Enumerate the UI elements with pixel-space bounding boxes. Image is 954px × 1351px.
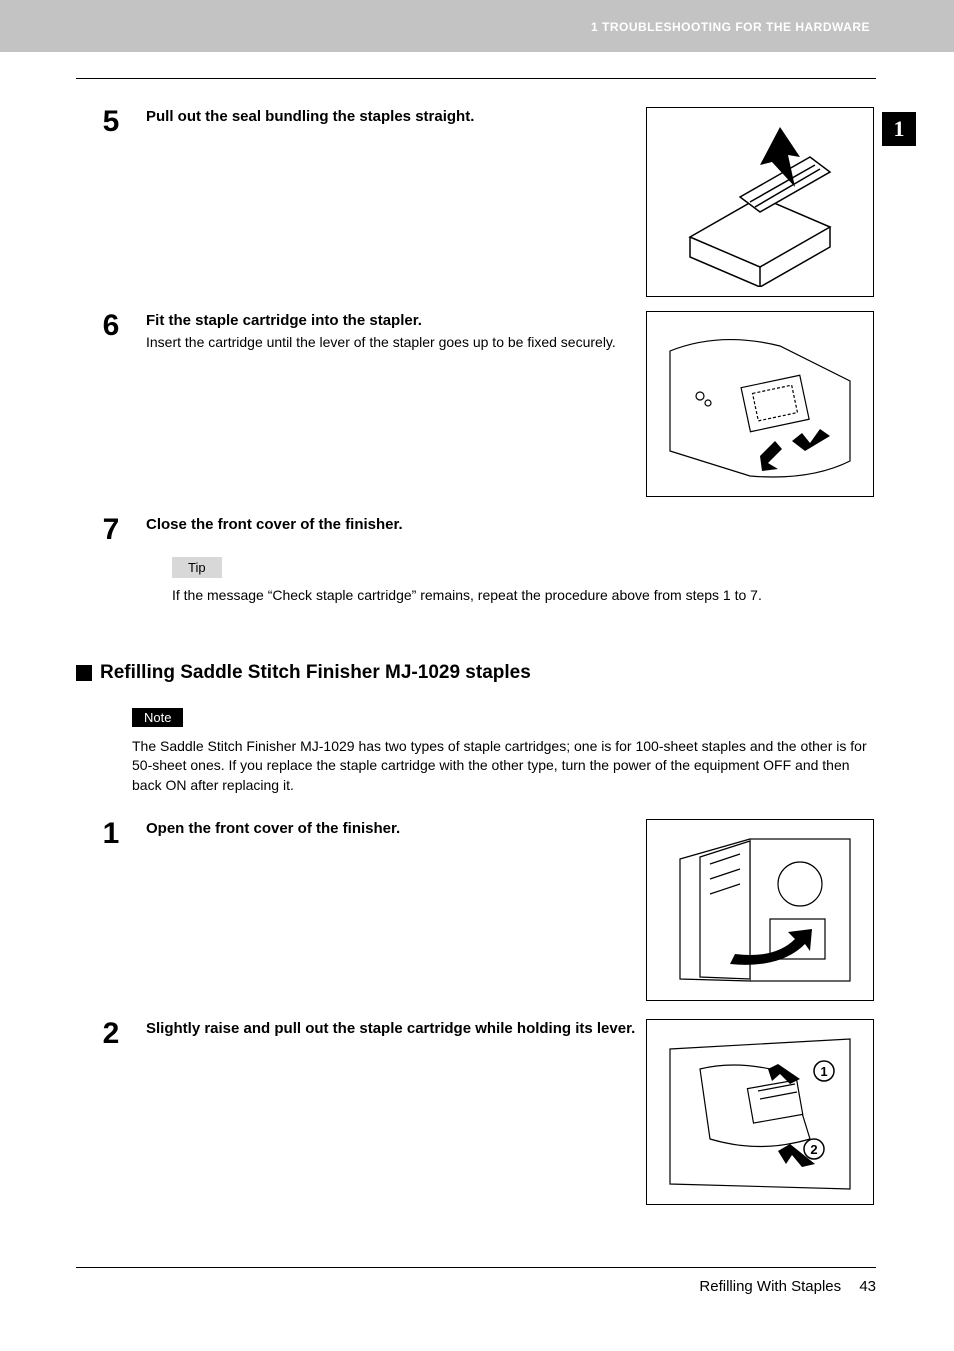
step-title: Slightly raise and pull out the staple c… — [146, 1019, 636, 1039]
top-rule — [76, 78, 876, 79]
chapter-tab: 1 — [882, 112, 916, 146]
content-area: 5 Pull out the seal bundling the staples… — [76, 78, 876, 1217]
tip-text: If the message “Check staple cartridge” … — [172, 586, 876, 606]
step-row: 2 Slightly raise and pull out the staple… — [76, 1019, 876, 1205]
svg-text:2: 2 — [810, 1142, 817, 1157]
figure-box: 1 2 — [646, 1019, 874, 1205]
footer-section-title: Refilling With Staples — [699, 1278, 841, 1295]
step-row: 7 Close the front cover of the finisher. — [76, 515, 876, 545]
figure-box — [646, 311, 874, 497]
figure-box — [646, 819, 874, 1001]
page-footer: Refilling With Staples 43 — [76, 1267, 876, 1295]
section-heading-row: Refilling Saddle Stitch Finisher MJ-1029… — [76, 662, 876, 684]
header-breadcrumb: 1 TROUBLESHOOTING FOR THE HARDWARE — [591, 20, 870, 34]
note-block: Note The Saddle Stitch Finisher MJ-1029 … — [132, 708, 876, 796]
square-bullet-icon — [76, 665, 92, 681]
step-row: 1 Open the front cover of the finisher. — [76, 819, 876, 1001]
step-figure — [646, 107, 876, 297]
step-row: 6 Fit the staple cartridge into the stap… — [76, 311, 876, 497]
pull-cartridge-icon: 1 2 — [660, 1029, 860, 1195]
step-body: Open the front cover of the finisher. — [146, 819, 646, 839]
step-body: Close the front cover of the finisher. — [146, 515, 646, 535]
step-body: Slightly raise and pull out the staple c… — [146, 1019, 646, 1039]
note-text: The Saddle Stitch Finisher MJ-1029 has t… — [132, 737, 876, 796]
cartridge-seal-icon — [660, 117, 860, 287]
step-number: 2 — [76, 1019, 146, 1049]
step-figure — [646, 311, 876, 497]
step-title: Open the front cover of the finisher. — [146, 819, 636, 839]
step-figure: 1 2 — [646, 1019, 876, 1205]
step-number: 1 — [76, 819, 146, 849]
section-heading: Refilling Saddle Stitch Finisher MJ-1029… — [100, 662, 531, 684]
step-title: Close the front cover of the finisher. — [146, 515, 636, 535]
tip-block: Tip If the message “Check staple cartrid… — [172, 557, 876, 606]
header-bar: 1 TROUBLESHOOTING FOR THE HARDWARE — [0, 0, 954, 52]
figure-box — [646, 107, 874, 297]
step-row: 5 Pull out the seal bundling the staples… — [76, 107, 876, 297]
svg-text:1: 1 — [820, 1064, 827, 1079]
step-number: 6 — [76, 311, 146, 341]
step-body: Pull out the seal bundling the staples s… — [146, 107, 646, 127]
step-title: Fit the staple cartridge into the staple… — [146, 311, 636, 331]
step-body: Fit the staple cartridge into the staple… — [146, 311, 646, 353]
tip-label: Tip — [172, 557, 222, 578]
step-number: 5 — [76, 107, 146, 137]
document-page: 1 TROUBLESHOOTING FOR THE HARDWARE 1 5 P… — [0, 0, 954, 1351]
step-number: 7 — [76, 515, 146, 545]
step-figure — [646, 819, 876, 1001]
step-title: Pull out the seal bundling the staples s… — [146, 107, 636, 127]
step-description: Insert the cartridge until the lever of … — [146, 333, 636, 353]
footer-page-number: 43 — [859, 1278, 876, 1295]
note-label: Note — [132, 708, 183, 727]
stapler-insert-icon — [660, 321, 860, 487]
open-cover-icon — [660, 829, 860, 991]
